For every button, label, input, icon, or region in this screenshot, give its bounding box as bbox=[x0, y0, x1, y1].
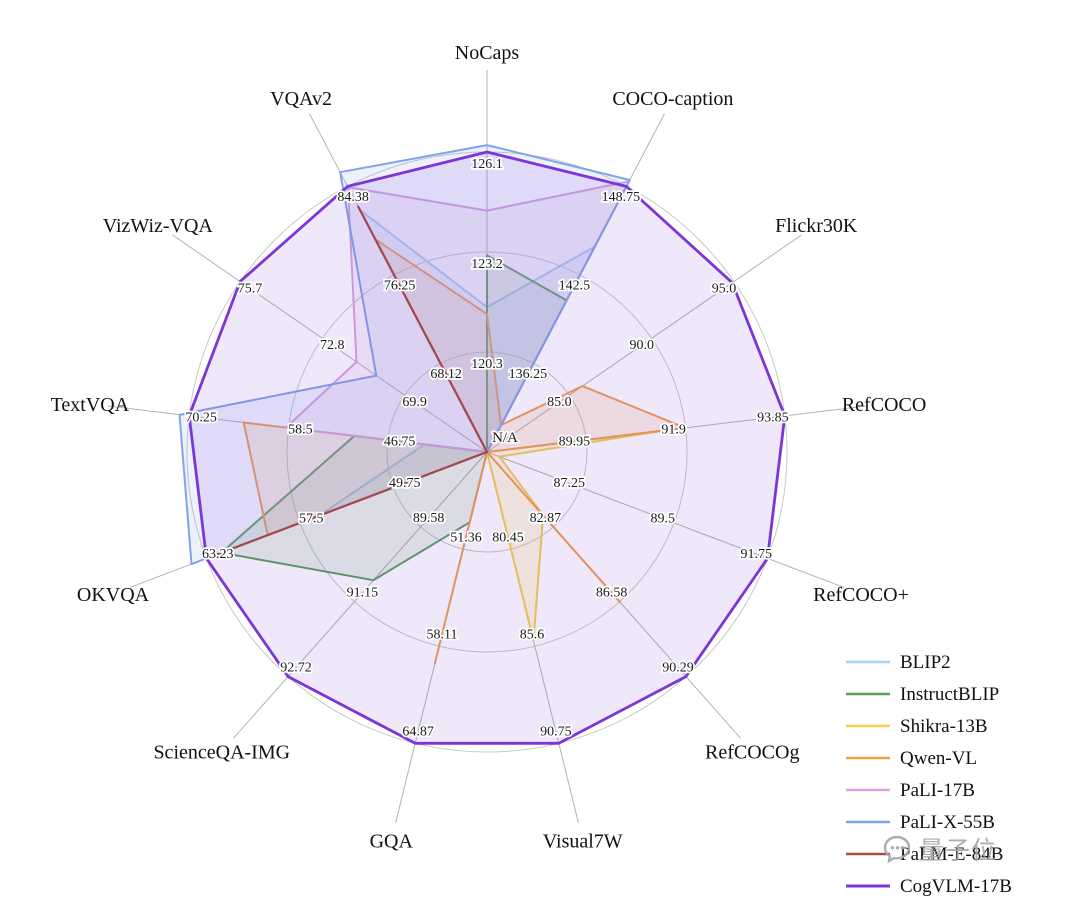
tick-label-visual7w-0: 80.45 bbox=[492, 530, 524, 545]
tick-label-coco-caption-2: 148.75 bbox=[602, 190, 641, 205]
tick-label-nocaps-2: 126.1 bbox=[471, 157, 503, 172]
axis-spoke-vizwiz-vqa bbox=[172, 234, 488, 453]
axis-label-refcoco: RefCOCO+ bbox=[813, 584, 909, 606]
legend-item-cogvlm-17b: CogVLM-17B bbox=[846, 876, 1012, 897]
series-polygon-pali-x-55b bbox=[178, 144, 631, 566]
tick-label-refcocog-0: 82.87 bbox=[530, 511, 562, 526]
tick-label-scienceqa-img-2: 92.72 bbox=[280, 661, 312, 676]
axis-spoke-flickr30k bbox=[486, 234, 802, 453]
legend-label-instructblip: InstructBLIP bbox=[900, 684, 999, 705]
axis-label-flickr30k: Flickr30K bbox=[775, 215, 858, 237]
tick-label-vizwiz-vqa-0: 69.9 bbox=[402, 395, 427, 410]
tick-label-gqa-0: 51.36 bbox=[450, 530, 482, 545]
tick-label-coco-caption-0: 136.25 bbox=[509, 367, 548, 382]
tick-label-textvqa-2: 70.25 bbox=[185, 410, 217, 425]
legend-item-qwen-vl: Qwen-VL bbox=[846, 748, 977, 769]
tick-label-nocaps-1: 123.2 bbox=[471, 257, 503, 272]
tick-label-refcoco-2: 93.85 bbox=[757, 410, 789, 425]
center-na-label: N/A bbox=[492, 430, 518, 446]
legend-label-cogvlm-17b: CogVLM-17B bbox=[900, 876, 1012, 897]
tick-label-refcoco-2: 91.75 bbox=[741, 547, 773, 562]
tick-label-okvqa-1: 57.5 bbox=[299, 512, 324, 527]
tick-label-vizwiz-vqa-2: 75.7 bbox=[238, 281, 263, 296]
tick-label-visual7w-1: 85.6 bbox=[520, 628, 545, 643]
axis-label-textvqa: TextVQA bbox=[51, 394, 130, 416]
tick-label-flickr30k-2: 95.0 bbox=[712, 281, 737, 296]
legend-label-shikra-13b: Shikra-13B bbox=[900, 716, 988, 737]
axis-label-refcoco: RefCOCO bbox=[842, 394, 926, 416]
tick-label-refcoco-1: 89.5 bbox=[651, 512, 676, 527]
axis-label-scienceqa-img: ScienceQA-IMG bbox=[153, 741, 290, 763]
tick-label-vqav2-0: 68.12 bbox=[430, 367, 462, 382]
axis-label-visual7w: Visual7W bbox=[543, 830, 623, 852]
axis-spoke-refcoco bbox=[486, 451, 845, 588]
series-polygon-palm-e-84b bbox=[204, 205, 489, 560]
tick-label-refcocog-1: 86.58 bbox=[596, 586, 628, 601]
legend: BLIP2 InstructBLIP Shikra-13B Qwen-VL PaLI-1… bbox=[846, 652, 1012, 897]
tick-label-textvqa-1: 58.5 bbox=[288, 422, 313, 437]
tick-label-scienceqa-img-1: 91.15 bbox=[347, 586, 379, 601]
tick-label-vqav2-2: 84.38 bbox=[337, 190, 369, 205]
axis-label-vqav2: VQAv2 bbox=[270, 88, 332, 110]
tick-label-flickr30k-1: 90.0 bbox=[629, 338, 654, 353]
legend-item-blip2: BLIP2 bbox=[846, 652, 951, 673]
tick-label-refcoco-0: 89.95 bbox=[559, 434, 591, 449]
legend-label-palm-e-84b: PaLM-E-84B bbox=[900, 844, 1003, 865]
legend-item-pali-17b: PaLI-17B bbox=[846, 780, 975, 801]
axis-label-coco-caption: COCO-caption bbox=[612, 88, 733, 110]
tick-label-scienceqa-img-0: 89.58 bbox=[413, 511, 445, 526]
tick-label-vizwiz-vqa-1: 72.8 bbox=[320, 338, 345, 353]
tick-label-okvqa-0: 49.75 bbox=[389, 476, 421, 491]
legend-label-pali-17b: PaLI-17B bbox=[900, 780, 975, 801]
axis-label-nocaps: NoCaps bbox=[455, 42, 520, 64]
axis-label-okvqa: OKVQA bbox=[77, 584, 150, 606]
tick-label-gqa-1: 58.11 bbox=[427, 628, 458, 643]
tick-label-textvqa-0: 46.75 bbox=[384, 434, 416, 449]
tick-label-nocaps-0: 120.3 bbox=[471, 357, 503, 372]
tick-label-refcocog-2: 90.29 bbox=[662, 661, 694, 676]
legend-item-palm-e-84b: PaLM-E-84B bbox=[846, 844, 1003, 865]
axis-spoke-scienceqa-img bbox=[233, 451, 488, 739]
legend-item-shikra-13b: Shikra-13B bbox=[846, 716, 988, 737]
legend-item-instructblip: InstructBLIP bbox=[846, 684, 999, 705]
tick-label-refcoco-1: 91.9 bbox=[661, 422, 686, 437]
tick-label-vqav2-1: 76.25 bbox=[384, 279, 416, 294]
tick-label-okvqa-2: 63.23 bbox=[202, 547, 234, 562]
tick-label-gqa-2: 64.87 bbox=[402, 725, 434, 740]
tick-label-refcoco-0: 87.25 bbox=[554, 476, 586, 491]
legend-label-pali-x-55b: PaLI-X-55B bbox=[900, 812, 995, 833]
tick-label-flickr30k-0: 85.0 bbox=[547, 395, 572, 410]
legend-label-qwen-vl: Qwen-VL bbox=[900, 748, 977, 769]
legend-item-pali-x-55b: PaLI-X-55B bbox=[846, 812, 995, 833]
tick-label-visual7w-2: 90.75 bbox=[540, 725, 572, 740]
series-polygon-cogvlm-17b bbox=[187, 150, 787, 745]
axis-label-vizwiz-vqa: VizWiz-VQA bbox=[103, 215, 214, 237]
axis-label-refcocog: RefCOCOg bbox=[705, 741, 799, 763]
axis-label-gqa: GQA bbox=[370, 830, 414, 852]
tick-label-coco-caption-1: 142.5 bbox=[559, 279, 591, 294]
legend-label-blip2: BLIP2 bbox=[900, 652, 951, 673]
